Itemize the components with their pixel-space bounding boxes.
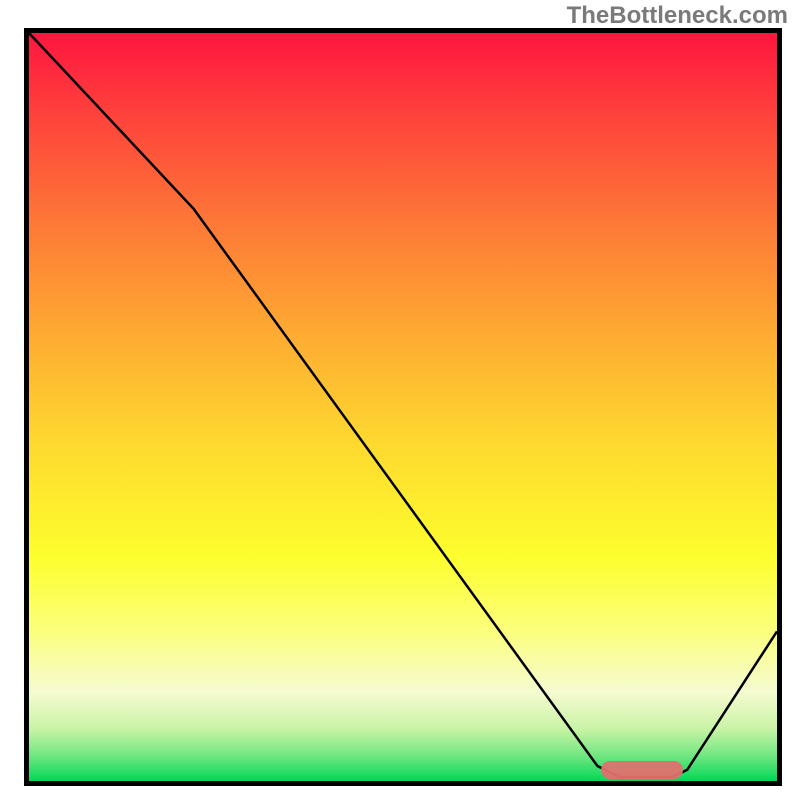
valley-marker — [601, 761, 683, 779]
plot-background — [29, 33, 777, 781]
plot-svg — [29, 33, 777, 781]
watermark-text: TheBottleneck.com — [567, 2, 788, 30]
chart-wrapper: TheBottleneck.com — [0, 0, 800, 800]
